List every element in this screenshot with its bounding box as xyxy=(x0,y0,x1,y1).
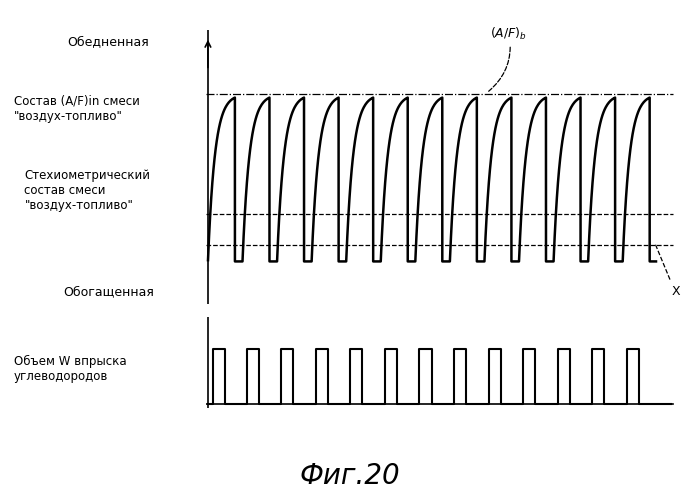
Text: Состав (А/F)in смеси
"воздух-топливо": Состав (А/F)in смеси "воздух-топливо" xyxy=(14,95,140,123)
Text: Фиг.20: Фиг.20 xyxy=(299,462,400,490)
Text: Обедненная: Обедненная xyxy=(68,36,149,49)
Text: Стехиометрический
состав смеси
"воздух-топливо": Стехиометрический состав смеси "воздух-т… xyxy=(24,169,150,212)
Text: X: X xyxy=(672,285,680,298)
Text: Обогащенная: Обогащенная xyxy=(63,286,154,298)
Text: $(A/F)_b$: $(A/F)_b$ xyxy=(489,26,528,91)
Text: Объем W впрыска
углеводородов: Объем W впрыска углеводородов xyxy=(14,355,127,383)
